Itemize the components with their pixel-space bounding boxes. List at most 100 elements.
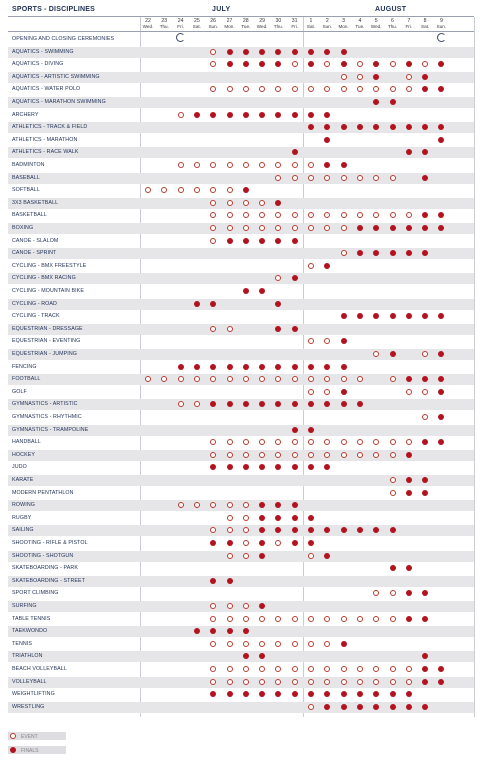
day-column-9: 31 Fri. [287, 18, 303, 30]
finals-marker [422, 212, 429, 219]
day-column-3: 25 Sat. [189, 18, 205, 30]
discipline-row: CYCLING - TRACK [8, 311, 474, 322]
finals-marker [226, 540, 233, 546]
event-marker [210, 603, 217, 609]
event-marker [324, 615, 331, 622]
event-marker [373, 351, 380, 357]
discipline-row: ROWING [8, 500, 474, 512]
discipline-row: AQUATICS - MARATHON SWIMMING [8, 97, 474, 108]
finals-marker [308, 401, 314, 408]
finals-marker [373, 703, 380, 710]
ceremony-icon [436, 33, 446, 42]
event-marker [373, 451, 380, 458]
day-number: 27 [226, 18, 233, 24]
event-marker [193, 502, 200, 509]
event-marker [308, 212, 314, 219]
event-marker [389, 451, 396, 458]
finals-marker [389, 124, 396, 131]
day-column-0: 22 Wed. [140, 18, 156, 30]
event-marker [210, 199, 217, 206]
discipline-label: AQUATICS - SWIMMING [12, 48, 74, 55]
finals-marker [438, 61, 445, 68]
day-number: 30 [275, 18, 282, 24]
event-marker [275, 86, 282, 93]
day-number: 26 [210, 18, 217, 24]
discipline-label: SOFTBALL [12, 187, 40, 194]
event-marker [145, 187, 151, 194]
ceremony-icon [176, 33, 186, 42]
finals-marker [356, 527, 363, 534]
event-marker [242, 376, 249, 383]
discipline-row: VOLLEYBALL [8, 676, 474, 688]
finals-marker [308, 527, 314, 534]
discipline-label: TAEKWONDO [12, 628, 48, 635]
finals-marker [324, 136, 331, 143]
event-marker [373, 174, 380, 181]
event-marker [193, 187, 200, 194]
event-marker [259, 199, 266, 206]
discipline-label: SHOOTING - RIFLE & PISTOL [12, 540, 88, 546]
discipline-label: 3X3 BASKETBALL [12, 199, 59, 206]
event-marker [422, 61, 429, 68]
event-marker [340, 250, 347, 257]
event-marker [356, 678, 363, 685]
finals-marker [324, 527, 331, 534]
event-marker [177, 187, 184, 194]
finals-marker [389, 351, 396, 357]
columns-divider [8, 31, 474, 32]
event-marker [340, 666, 347, 672]
event-marker [242, 451, 249, 458]
discipline-row: GYMNASTICS - ARTISTIC [8, 399, 474, 411]
month-august: AUGUST [375, 6, 407, 13]
finals-marker [291, 426, 298, 433]
discipline-label: OPENING AND CLOSING CEREMONIES [12, 36, 115, 42]
finals-marker [275, 237, 282, 244]
discipline-row: TENNIS [8, 639, 474, 650]
finals-marker [259, 401, 266, 408]
event-marker [405, 439, 412, 446]
discipline-label: SKATEBOARDING - PARK [12, 565, 78, 572]
finals-marker [422, 174, 429, 181]
finals-marker [405, 489, 412, 496]
discipline-row: GYMNASTICS - TRAMPOLINE [8, 424, 474, 436]
day-number: 29 [259, 18, 265, 24]
event-marker [226, 451, 233, 458]
event-marker [389, 678, 396, 685]
finals-marker [308, 464, 314, 471]
finals-marker [275, 111, 282, 118]
discipline-label: AQUATICS - ARTISTIC SWIMMING [12, 73, 100, 80]
event-marker [226, 212, 233, 219]
finals-marker [193, 111, 200, 118]
discipline-label: SKATEBOARDING - STREET [12, 577, 86, 584]
finals-marker [291, 48, 298, 55]
finals-marker [438, 388, 445, 395]
finals-marker [373, 250, 380, 257]
day-number: 22 [145, 18, 151, 24]
event-marker [275, 174, 282, 181]
event-marker [242, 225, 249, 231]
event-marker [389, 86, 396, 93]
discipline-label: AQUATICS - WATER POLO [12, 86, 81, 93]
day-column-1: 23 Thu. [156, 18, 172, 30]
finals-marker [422, 653, 429, 660]
event-marker [389, 376, 396, 383]
finals-marker [422, 124, 429, 131]
finals-marker [324, 48, 331, 55]
event-marker [308, 376, 314, 383]
event-marker [210, 61, 217, 68]
event-marker [210, 376, 217, 383]
finals-marker [259, 61, 266, 68]
finals-marker [340, 162, 347, 168]
finals-marker [438, 376, 445, 383]
day-weekday: Thu. [387, 24, 398, 29]
legend-finals-label: FINALS [21, 747, 39, 754]
finals-marker [242, 187, 249, 194]
day-column-7: 29 Wed. [254, 18, 270, 30]
finals-marker [373, 313, 380, 320]
finals-marker [242, 111, 249, 118]
finals-marker [438, 212, 445, 219]
finals-marker [405, 61, 412, 68]
discipline-row: ATHLETICS - TRACK & FIELD [8, 122, 474, 134]
legend-event: EVENT [8, 732, 66, 740]
event-marker [356, 61, 363, 68]
